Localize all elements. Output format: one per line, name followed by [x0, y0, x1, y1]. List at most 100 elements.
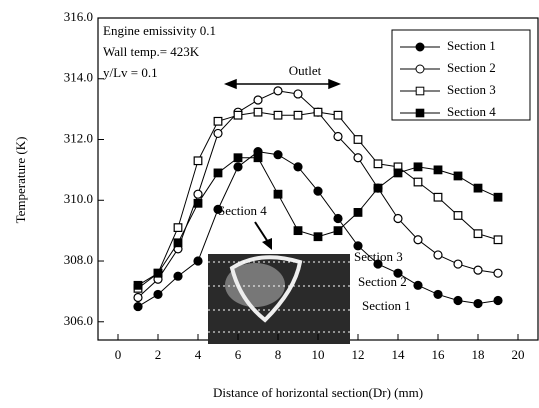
marker	[413, 280, 423, 290]
x-tick-label: 0	[115, 347, 122, 362]
x-tick-label: 12	[352, 347, 365, 362]
legend-marker	[415, 108, 425, 118]
marker	[333, 213, 343, 224]
marker	[293, 110, 303, 120]
marker	[473, 298, 483, 309]
marker	[133, 280, 143, 290]
marker	[433, 250, 443, 260]
y-tick-label: 308.0	[64, 252, 93, 267]
marker	[473, 265, 483, 275]
marker	[193, 156, 203, 166]
annotation: Wall temp.= 423K	[103, 44, 200, 59]
marker	[133, 292, 143, 303]
x-tick-label: 2	[155, 347, 162, 362]
y-tick-label: 316.0	[64, 9, 93, 24]
x-tick-label: 8	[275, 347, 282, 362]
marker	[253, 107, 263, 117]
inset-label: Section 4	[218, 203, 267, 218]
marker	[133, 301, 143, 312]
inset-label: Section 2	[358, 274, 407, 289]
y-tick-label: 312.0	[64, 130, 93, 145]
x-tick-label: 20	[512, 347, 525, 362]
marker	[213, 116, 223, 126]
x-axis-label: Distance of horizontal section(Dr) (mm)	[213, 385, 423, 400]
marker	[413, 162, 423, 172]
x-tick-label: 16	[432, 347, 446, 362]
inset-image	[208, 221, 350, 344]
marker	[213, 204, 223, 214]
marker	[333, 110, 343, 120]
legend-label: Section 3	[447, 82, 496, 97]
marker	[253, 95, 263, 105]
marker	[373, 159, 383, 169]
marker	[233, 153, 243, 163]
marker	[373, 259, 383, 269]
y-axis-label: Temperature (K)	[13, 137, 28, 224]
y-tick-label: 306.0	[64, 313, 93, 328]
legend-label: Section 4	[447, 104, 496, 119]
marker	[213, 168, 223, 178]
marker	[393, 168, 403, 178]
marker	[333, 226, 343, 236]
marker	[153, 268, 163, 278]
marker	[153, 289, 163, 300]
x-tick-label: 10	[312, 347, 325, 362]
legend-label: Section 1	[447, 38, 496, 53]
marker	[193, 189, 203, 199]
x-tick-label: 14	[392, 347, 406, 362]
marker	[493, 192, 503, 202]
annotation: Engine emissivity 0.1	[103, 23, 216, 38]
marker	[173, 238, 183, 248]
marker	[233, 110, 243, 120]
marker	[393, 268, 403, 278]
inset-label: Section 1	[362, 298, 411, 313]
x-tick-label: 18	[472, 347, 485, 362]
x-tick-label: 4	[195, 347, 202, 362]
marker	[313, 186, 323, 196]
marker	[313, 107, 323, 117]
marker	[453, 171, 463, 181]
marker	[453, 259, 463, 269]
marker	[313, 232, 323, 242]
marker	[493, 268, 503, 278]
legend-marker	[415, 64, 425, 74]
marker	[273, 110, 283, 120]
legend-box	[391, 29, 531, 121]
marker	[273, 86, 283, 96]
marker	[293, 162, 303, 172]
y-tick-label: 314.0	[64, 70, 93, 85]
marker	[373, 183, 383, 193]
marker	[173, 223, 183, 233]
marker	[353, 153, 363, 163]
outlet-arrow	[223, 78, 342, 90]
marker	[433, 289, 443, 300]
marker	[333, 131, 343, 142]
annotation: Outlet	[289, 63, 322, 78]
marker	[453, 295, 463, 306]
marker	[193, 256, 203, 266]
marker	[413, 177, 423, 187]
legend-label: Section 2	[447, 60, 496, 75]
annotation: y/Lv = 0.1	[103, 65, 158, 80]
legend-marker	[415, 86, 425, 96]
marker	[473, 183, 483, 193]
marker	[353, 241, 363, 251]
marker	[493, 295, 503, 306]
marker	[433, 165, 443, 175]
marker	[353, 135, 363, 144]
marker	[493, 235, 503, 245]
marker	[293, 226, 303, 236]
x-tick-label: 6	[235, 347, 242, 362]
marker	[273, 150, 283, 160]
marker	[193, 198, 203, 208]
y-tick-label: 310.0	[64, 191, 93, 206]
marker	[213, 128, 223, 139]
marker	[233, 162, 243, 172]
legend-marker	[415, 42, 425, 52]
marker	[273, 189, 283, 199]
marker	[473, 229, 483, 239]
marker	[293, 89, 303, 99]
marker	[413, 235, 423, 245]
marker	[353, 208, 363, 217]
